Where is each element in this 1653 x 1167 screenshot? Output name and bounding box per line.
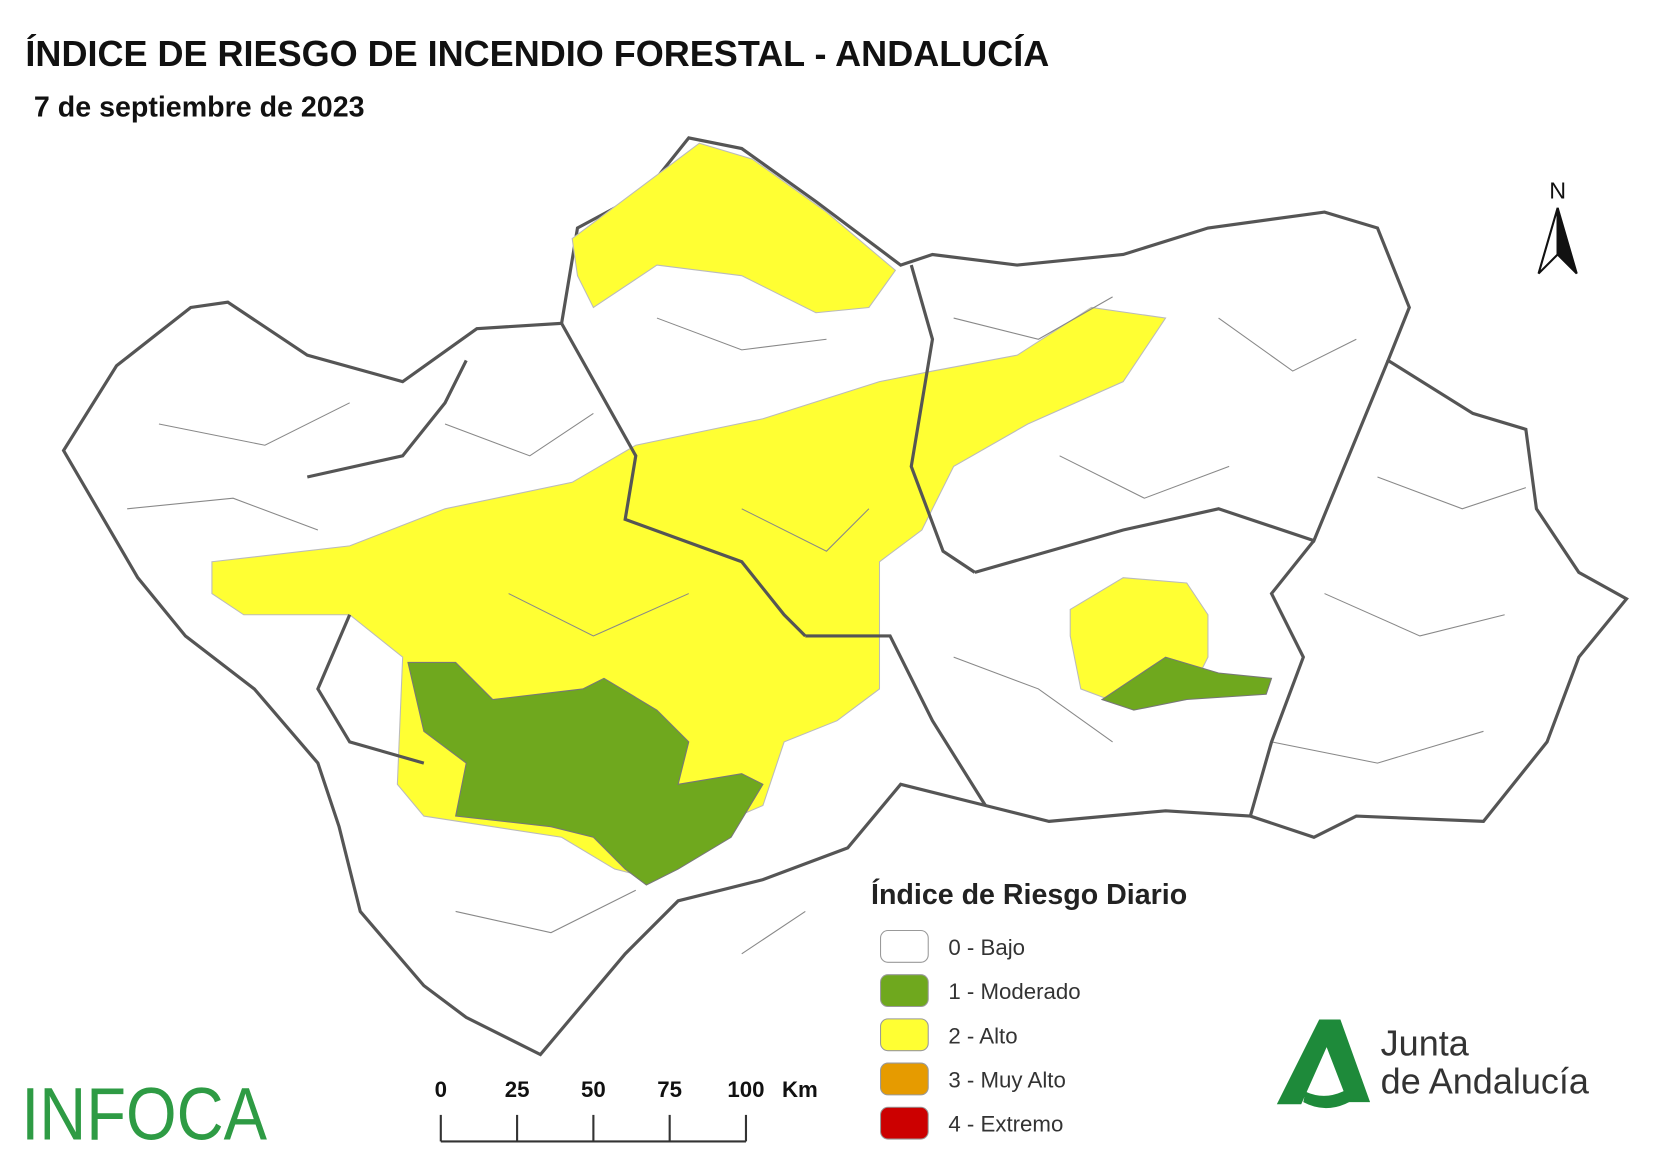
arrow-right [1556, 207, 1578, 275]
legend-swatch [880, 974, 929, 1008]
scale-label: 75 [657, 1077, 682, 1102]
scale-label: 50 [581, 1077, 606, 1102]
title: ÍNDICE DE RIESGO DE INCENDIO FORESTAL - … [25, 33, 1049, 74]
province-borders [306, 264, 1390, 817]
subtitle: 7 de septiembre de 2023 [34, 92, 365, 124]
legend-label: 1 - Moderado [948, 979, 1080, 1004]
junta-mark [1276, 1019, 1371, 1105]
legend-label: 3 - Muy Alto [948, 1067, 1065, 1092]
legend-title: Índice de Riesgo Diario [871, 877, 1187, 911]
infoca-logo: INFOCA [21, 1072, 267, 1155]
legend-swatch [880, 1106, 929, 1140]
scale-bar: 0 25 50 75 100 Km [435, 1077, 818, 1143]
zone-alto [571, 142, 897, 314]
junta-logo: Junta de Andalucía [1276, 1019, 1590, 1109]
junta-text: Junta [1381, 1023, 1470, 1064]
municipal-borders [127, 296, 1527, 955]
scale-label: 25 [505, 1077, 530, 1102]
legend-label: 0 - Bajo [948, 935, 1025, 960]
scale-unit: Km [782, 1077, 818, 1102]
legend-label: 4 - Extremo [948, 1112, 1063, 1137]
zone-moderado [1100, 656, 1273, 711]
junta-mark-swoosh [1303, 1078, 1365, 1109]
scale-label: 100 [727, 1077, 764, 1102]
map [61, 136, 1629, 1057]
scale-label: 0 [435, 1077, 447, 1102]
junta-text: de Andalucía [1381, 1061, 1590, 1102]
legend-swatch [880, 1018, 929, 1052]
legend: Índice de Riesgo Diario 0 - Bajo 1 - Mode… [871, 877, 1187, 1140]
zone-moderado [407, 661, 764, 886]
legend-swatch [880, 1062, 929, 1096]
legend-label: 2 - Alto [948, 1023, 1017, 1048]
legend-swatch [880, 929, 929, 963]
north-label: N [1549, 177, 1566, 203]
north-arrow: N [1537, 177, 1578, 275]
